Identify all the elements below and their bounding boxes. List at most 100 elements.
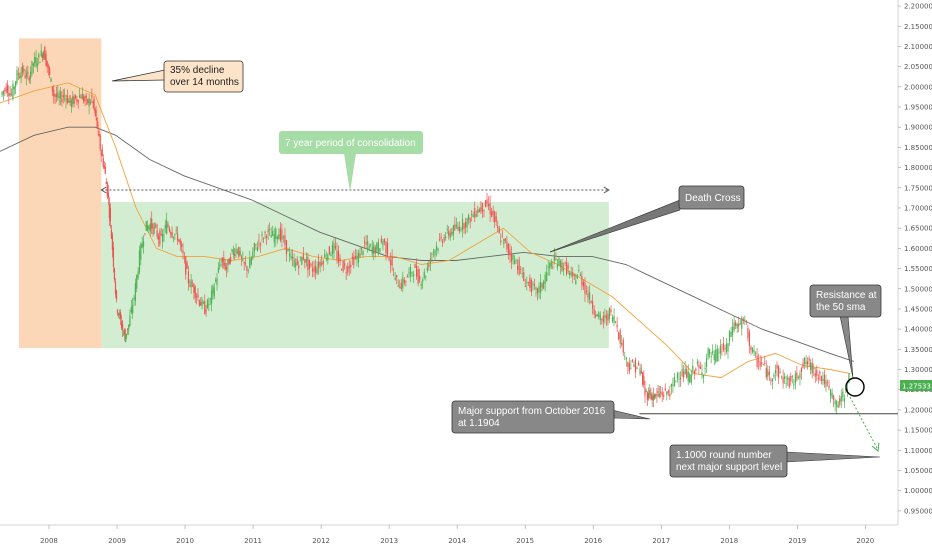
candle-body (209, 298, 211, 300)
candle-body (776, 364, 778, 369)
candle-body (181, 243, 183, 247)
candle-body (527, 281, 529, 283)
sma50-line (0, 82, 851, 379)
candle-body (570, 273, 572, 275)
candle-body (466, 218, 468, 228)
candle-body (311, 268, 314, 272)
candle-body (81, 94, 83, 100)
candle-body (102, 157, 104, 167)
candle-body (477, 209, 479, 213)
candle-body (234, 254, 236, 256)
candle-body (252, 251, 254, 259)
y-tick-label: 1.60000 (904, 245, 932, 253)
candle-body (69, 95, 71, 103)
x-tick-label: 2020 (856, 537, 874, 545)
candle-body (661, 391, 663, 396)
candle-body (267, 229, 269, 233)
y-tick-label: 2.10000 (904, 43, 932, 51)
x-tick-label: 2018 (720, 537, 738, 545)
candle-body (423, 271, 425, 278)
candle-body (556, 264, 559, 268)
candle-body (149, 223, 151, 231)
candle-body (273, 234, 275, 243)
candle-body (426, 267, 428, 271)
candle-body (647, 393, 650, 399)
candle-body (354, 255, 356, 258)
candle-body (664, 388, 666, 391)
candle-body (281, 229, 283, 240)
candle-body (414, 264, 416, 268)
candle-body (797, 376, 800, 378)
candle-body (282, 237, 285, 238)
y-tick-label: 0.95000 (904, 507, 932, 515)
candle-body (793, 384, 795, 386)
candle-body (506, 241, 508, 250)
candle-body (590, 301, 592, 304)
candle-body (68, 100, 70, 103)
candle-body (690, 374, 692, 383)
candle-body (368, 245, 370, 251)
candle-body (307, 256, 309, 271)
moving-averages (0, 82, 854, 379)
candle-body (532, 283, 534, 285)
candle-body (432, 251, 435, 253)
candle-body (109, 207, 111, 222)
candle-body (97, 127, 99, 129)
candle-body (308, 259, 311, 270)
consolidation-zone (101, 201, 609, 349)
candle-body (132, 305, 134, 314)
candle-body (386, 242, 389, 257)
candle-body (101, 148, 103, 157)
candle-body (160, 234, 162, 236)
y-tick-label: 1.00000 (904, 487, 932, 495)
candle-body (817, 377, 819, 380)
candle-body (327, 254, 329, 261)
x-tick-label: 2013 (380, 537, 398, 545)
candle-body (683, 371, 685, 378)
candle-body (27, 71, 29, 75)
candle-body (445, 236, 447, 239)
candle-body (153, 227, 156, 229)
candle-body (288, 253, 291, 257)
candle-body (510, 253, 513, 262)
candle-body (57, 92, 59, 98)
candle-body (567, 265, 569, 269)
y-tick-label: 1.15000 (904, 427, 932, 435)
candle-body (745, 320, 747, 323)
candle-body (314, 265, 317, 274)
candle-body (224, 263, 226, 270)
candle-body (342, 260, 344, 272)
candle-body (692, 365, 694, 371)
candle-body (446, 228, 448, 230)
candle-body (796, 372, 798, 380)
candle-body (20, 72, 22, 79)
candle-body (145, 221, 147, 231)
candle-body (397, 285, 399, 287)
candle-body (253, 243, 255, 252)
candle-body (389, 260, 392, 266)
candle-body (147, 225, 149, 231)
candle-body (125, 334, 127, 343)
candle-body (695, 368, 697, 371)
candle-body (634, 359, 637, 373)
candle-body (32, 63, 34, 66)
next-support-line1: 1.1000 round number (676, 450, 772, 461)
candle-body (62, 95, 64, 98)
candle-body (758, 361, 760, 363)
candle-body (193, 283, 195, 293)
candle-body (61, 98, 63, 103)
resistance-pointer (839, 315, 854, 379)
support-box (451, 400, 615, 434)
candle-body (779, 371, 781, 374)
candle-body (503, 238, 505, 245)
candle-body (497, 225, 499, 229)
candle-body (179, 239, 181, 245)
range-arrow-right-head (603, 186, 610, 194)
candle-body (564, 262, 566, 264)
candle-body (77, 99, 79, 103)
candle-body (293, 259, 295, 267)
candle-body (518, 259, 520, 275)
candle-body (405, 280, 407, 282)
candle-body (174, 234, 176, 236)
candle-body (58, 96, 60, 98)
